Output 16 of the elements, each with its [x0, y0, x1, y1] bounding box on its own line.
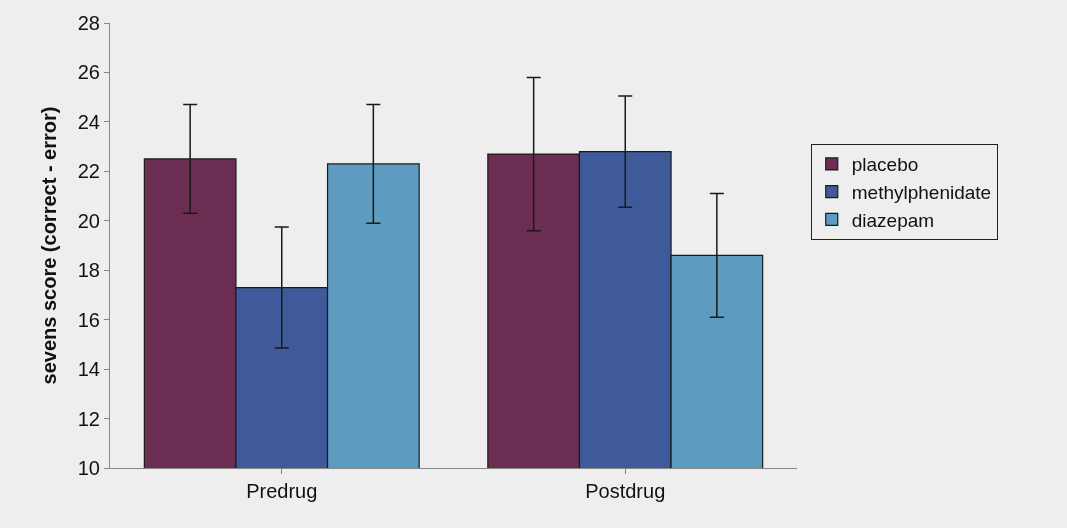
legend-label: diazepam: [851, 209, 935, 231]
legend-label: placebo: [851, 154, 919, 176]
y-tick-label: 10: [77, 457, 100, 479]
y-tick-label: 20: [77, 209, 100, 232]
y-tick-label: 28: [77, 12, 100, 34]
y-tick-label: 24: [77, 110, 100, 133]
x-tick-label: Predrug: [246, 480, 318, 502]
legend-label: methylphenidate: [851, 182, 992, 204]
y-tick-label: 22: [77, 160, 100, 183]
y-tick-label: 18: [77, 259, 100, 282]
y-tick-label: 14: [77, 358, 100, 381]
x-tick-label: Postdrug: [585, 480, 666, 502]
y-axis-title: sevens score (correct - error): [38, 106, 61, 385]
y-tick-label: 12: [77, 407, 100, 430]
y-tick-label: 16: [77, 308, 100, 331]
y-tick-label: 26: [77, 61, 100, 84]
